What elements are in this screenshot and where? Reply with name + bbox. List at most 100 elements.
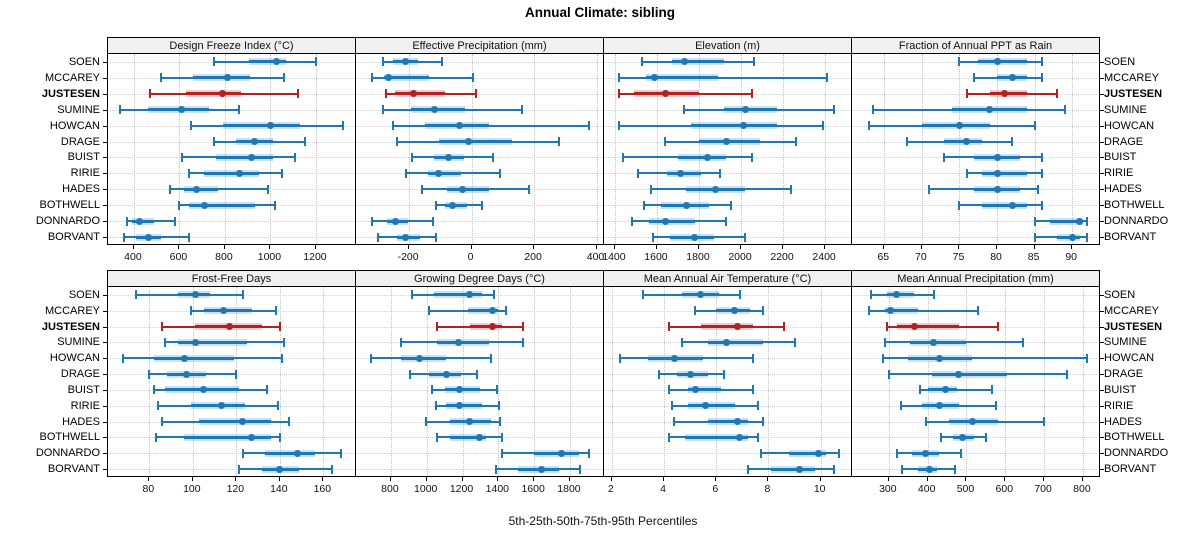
cap-p5-SOEN [870, 290, 873, 300]
median-dot-HOWCAN [455, 122, 463, 130]
x-tick-mark [883, 245, 885, 249]
median-dot-BORVANT [537, 465, 545, 473]
cap-p5-SUMINE [119, 105, 122, 115]
x-tick-mark [408, 245, 410, 249]
cap-p5-BUIST [152, 385, 155, 395]
iqr-band-core-DRAGE [944, 140, 982, 144]
median-dot-BUIST [691, 386, 699, 394]
strip-title: Design Freeze Index (°C) [169, 39, 294, 52]
iqr-band-core-BOTHWELL [450, 435, 486, 439]
cap-p5-RIRIE [434, 401, 437, 411]
median-dot-BUIST [247, 153, 255, 161]
iqr-band-core-HOWCAN [222, 124, 300, 128]
row-guide [604, 374, 851, 376]
cap-p5-SOEN [135, 290, 138, 300]
median-dot-JUSTESEN [1001, 90, 1009, 98]
cap-p95-SUMINE [1021, 337, 1024, 347]
cap-p95-HADES [1043, 417, 1046, 427]
y-tick-mark [103, 125, 107, 127]
row-guide [108, 453, 355, 455]
gridline-x [1005, 287, 1007, 476]
x-tick-label: 90 [1065, 251, 1078, 263]
row-guide [604, 453, 851, 455]
x-tick-label: 1000 [257, 251, 282, 263]
cap-p5-BUIST [622, 152, 625, 162]
y-tick-mark [103, 93, 107, 95]
cap-p5-DONNARDO [370, 216, 373, 226]
median-dot-DRAGE [955, 370, 963, 378]
cap-p95-HOWCAN [281, 353, 284, 363]
median-dot-RIRIE [935, 402, 943, 410]
median-dot-RIRIE [236, 169, 244, 177]
row-guide [356, 469, 603, 471]
cap-p95-JUSTESEN [296, 89, 299, 99]
cap-p95-DRAGE [1011, 137, 1014, 147]
x-tick-mark [595, 245, 597, 249]
gridline-x [323, 287, 325, 476]
cap-p95-JUSTESEN [996, 322, 999, 332]
site-label-right-HADES: HADES [1104, 183, 1142, 196]
gridline-x [614, 54, 616, 244]
cap-p5-DRAGE [657, 369, 660, 379]
median-dot-DONNARDO [922, 449, 930, 457]
median-dot-DRAGE [686, 370, 694, 378]
row-guide [604, 469, 851, 471]
median-dot-BORVANT [1068, 233, 1076, 241]
cap-p95-DONNARDO [959, 448, 962, 458]
gridline-x [596, 54, 598, 244]
gridline-x [534, 54, 536, 244]
median-dot-HADES [733, 418, 741, 426]
gridline-x [716, 287, 718, 476]
iqr-band-core-RIRIE [667, 171, 702, 175]
cap-p95-BORVANT [744, 232, 747, 242]
cap-p5-JUSTESEN [161, 322, 164, 332]
x-tick-label: 140 [270, 483, 288, 495]
site-label-left-HADES: HADES [62, 183, 100, 196]
median-dot-SOEN [893, 291, 901, 299]
median-dot-MCCAREY [223, 74, 231, 82]
row-guide [852, 237, 1099, 239]
iqr-band-core-JUSTESEN [469, 325, 502, 329]
iqr-band-core-MCCAREY [646, 76, 718, 80]
cap-p95-BUIST [750, 152, 753, 162]
y-tick-mark [1100, 453, 1104, 455]
x-tick-label: 1400 [485, 483, 510, 495]
iqr-band-core-MCCAREY [884, 309, 918, 313]
cap-p5-JUSTESEN [618, 89, 621, 99]
cap-p95-BOTHWELL [984, 432, 987, 442]
x-tick-mark [819, 477, 821, 481]
cap-p95-BOTHWELL [481, 200, 484, 210]
cap-p95-DRAGE [723, 369, 726, 379]
iqr-band-core-DONNARDO [534, 451, 579, 455]
panel-strip-mean-annual-air-temperature-c: Mean Annual Air Temperature (°C) [603, 270, 851, 287]
site-label-left-BUIST: BUIST [67, 151, 100, 164]
cap-p5-BUIST [180, 152, 183, 162]
strip-title: Effective Precipitation (mm) [412, 39, 547, 52]
cap-p95-BUIST [1041, 152, 1044, 162]
median-dot-BOTHWELL [449, 201, 457, 209]
cap-p95-DONNARDO [587, 448, 590, 458]
row-guide [604, 221, 851, 223]
median-dot-MCCAREY [219, 307, 227, 315]
cap-p95-SOEN [492, 290, 495, 300]
iqr-band-core-SOEN [671, 60, 725, 64]
x-tick-label: 1000 [414, 483, 438, 495]
median-dot-HOWCAN [180, 354, 188, 362]
cap-p5-BOTHWELL [435, 432, 438, 442]
cap-p95-HOWCAN [1033, 121, 1036, 131]
cap-p95-HADES [762, 417, 765, 427]
median-dot-HOWCAN [416, 354, 424, 362]
cap-p95-MCCAREY [472, 73, 475, 83]
site-label-right-SUMINE: SUMINE [1104, 103, 1147, 116]
median-dot-RIRIE [702, 402, 710, 410]
row-guide [356, 77, 603, 79]
x-tick-label: 800 [215, 251, 233, 263]
site-label-left-RIRIE: RIRIE [70, 167, 100, 180]
row-guide [356, 453, 603, 455]
x-tick-mark [1081, 477, 1083, 481]
cap-p5-MCCAREY [427, 306, 430, 316]
median-dot-BUIST [200, 386, 208, 394]
iqr-band-core-JUSTESEN [896, 325, 959, 329]
y-tick-mark [103, 173, 107, 175]
cap-p5-DONNARDO [1033, 216, 1036, 226]
